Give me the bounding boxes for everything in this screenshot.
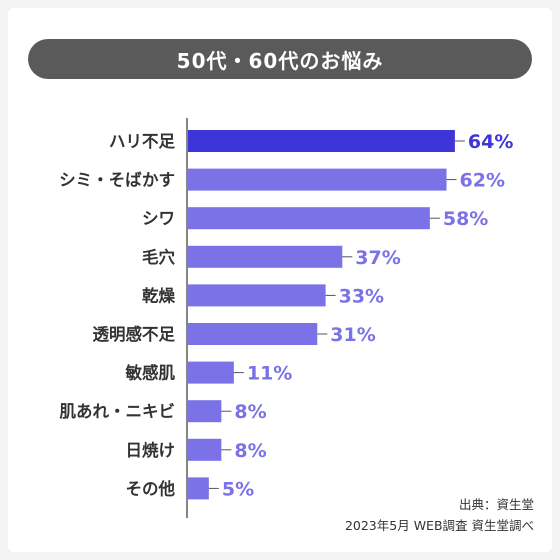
value-label: 11% [247, 363, 292, 385]
category-label: 日焼け [126, 440, 176, 460]
bar [188, 284, 326, 307]
bar [188, 207, 430, 230]
category-label: 乾燥 [142, 285, 176, 305]
category-label: ハリ不足 [109, 132, 176, 151]
value-label: 37% [355, 247, 400, 269]
bar [188, 477, 209, 500]
category-label: 敏感肌 [125, 363, 176, 383]
value-label: 31% [330, 324, 375, 346]
bar [188, 361, 234, 384]
bar [188, 130, 455, 152]
chart-card [8, 8, 552, 552]
category-label: 透明感不足 [93, 324, 176, 344]
bar [188, 438, 222, 461]
category-label: シワ [142, 209, 175, 228]
value-label: 64% [468, 131, 513, 153]
value-label: 33% [339, 285, 384, 307]
source-label: 出典：資生堂 [458, 497, 534, 512]
survey-note: 2023年5月 WEB調査 資生堂調べ [344, 518, 534, 533]
category-label: 肌あれ・ニキビ [59, 402, 176, 421]
bar [188, 323, 318, 345]
value-label: 8% [234, 401, 266, 423]
value-label: 62% [460, 170, 505, 192]
bar [188, 168, 447, 191]
category-label: 毛穴 [142, 247, 176, 267]
category-label: その他 [126, 478, 176, 498]
value-label: 5% [222, 478, 254, 500]
value-label: 8% [234, 440, 266, 462]
chart-title: 50代・60代のお悩み [28, 39, 532, 79]
category-label: シミ・そばかす [59, 171, 175, 190]
value-label: 58% [443, 208, 488, 230]
bar [188, 400, 222, 423]
bar [188, 245, 343, 268]
